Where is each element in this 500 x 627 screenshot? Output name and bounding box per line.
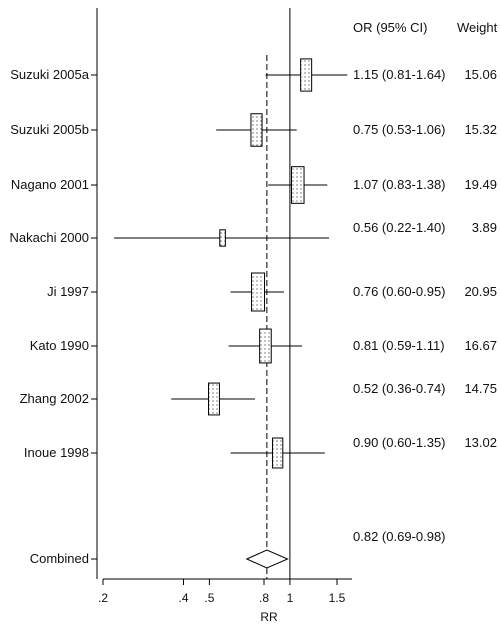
study-label: Kato 1990 [30, 338, 89, 353]
weight-value: 16.67 [464, 338, 497, 353]
estimate-box [250, 113, 263, 147]
study-label: Zhang 2002 [20, 391, 89, 406]
estimate-box [259, 328, 272, 364]
or-ci-value: 0.76 (0.60-0.95) [353, 284, 446, 299]
study-label: Inoue 1998 [24, 445, 89, 460]
weight-value: 14.75 [464, 381, 497, 396]
estimate-box [300, 58, 313, 92]
or-ci-value: 0.52 (0.36-0.74) [353, 381, 446, 396]
or-ci-value: 1.07 (0.83-1.38) [353, 177, 446, 192]
or-ci-value: 0.90 (0.60-1.35) [353, 435, 446, 450]
estimate-box [208, 382, 220, 416]
estimate-box [219, 229, 226, 247]
x-tick-label: .5 [204, 591, 214, 605]
weight-value: 20.95 [464, 284, 497, 299]
study-label: Nagano 2001 [11, 177, 89, 192]
study-label: Nakachi 2000 [10, 230, 90, 245]
weight-value: 15.32 [464, 122, 497, 137]
x-tick-label: .8 [259, 591, 269, 605]
estimate-box [290, 166, 305, 204]
weight-value: 3.89 [471, 220, 497, 235]
x-tick-label: .2 [98, 591, 108, 605]
combined-diamond [245, 549, 289, 569]
weight-value: 19.49 [464, 177, 497, 192]
weight-value: 15.06 [464, 67, 497, 82]
study-label: Suzuki 2005a [10, 67, 90, 82]
estimate-box [251, 272, 266, 312]
x-tick-label: 1 [287, 591, 294, 605]
or-ci-value: 0.81 (0.59-1.11) [353, 338, 445, 353]
or-ci-value: 0.75 (0.53-1.06) [353, 122, 446, 137]
combined-or-ci-value: 0.82 (0.69-0.98) [353, 529, 446, 544]
weight-value: 13.02 [464, 435, 497, 450]
or-ci-value: 1.15 (0.81-1.64) [353, 67, 446, 82]
combined-label: Combined [30, 551, 89, 566]
or-column-header: OR (95% CI) [353, 20, 428, 35]
x-tick-label: .4 [178, 591, 188, 605]
study-label: Suzuki 2005b [10, 122, 89, 137]
x-axis-label: RR [260, 610, 278, 624]
x-tick-label: 1.5 [329, 591, 346, 605]
estimate-box [272, 437, 284, 469]
study-label: Ji 1997 [47, 284, 89, 299]
weight-column-header: Weight [457, 20, 498, 35]
or-ci-value: 0.56 (0.22-1.40) [353, 220, 446, 235]
